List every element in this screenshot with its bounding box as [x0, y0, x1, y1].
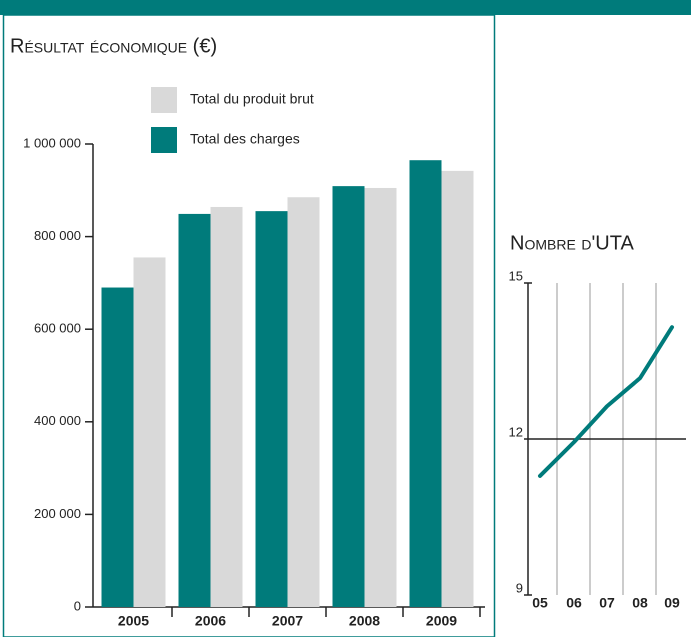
bar: [332, 186, 365, 607]
x-tick-label: 05: [532, 595, 548, 611]
y-tick-label: 400 000: [34, 413, 81, 428]
x-tick-label: 08: [632, 595, 648, 611]
y-tick-label: 0: [74, 598, 81, 613]
bar: [287, 197, 320, 607]
panel: [2, 14, 496, 637]
line: [538, 325, 674, 478]
bar: [364, 187, 397, 608]
bar: [441, 170, 474, 607]
x-tick-label: 06: [566, 595, 582, 611]
bar: [133, 257, 166, 607]
legend-label: Total des charges: [190, 131, 300, 147]
y-tick-label: 200 000: [34, 506, 81, 521]
x-tick-label: 09: [664, 595, 680, 611]
x-tick-label: 2006: [195, 613, 226, 629]
bar: [255, 211, 288, 607]
y-tick-label: 600 000: [34, 321, 81, 336]
x-tick-label: 2008: [349, 613, 380, 629]
chart-title: Nombre d'UTA: [510, 232, 634, 254]
legend-swatch: [151, 127, 177, 153]
legend-label: Total du produit brut: [190, 91, 314, 107]
y-tick-label: 800 000: [34, 228, 81, 243]
bar: [178, 213, 211, 607]
bar: [409, 160, 442, 607]
x-tick-label: 2007: [272, 613, 303, 629]
y-tick-label: 15: [509, 268, 523, 283]
y-tick-label: 1 000 000: [23, 135, 81, 150]
header-band: [0, 0, 691, 15]
chart-title: Résultat économique (€): [10, 35, 217, 57]
bar: [210, 206, 243, 607]
y-tick-label: 12: [509, 424, 523, 439]
bar: [101, 287, 134, 607]
x-tick-label: 2009: [426, 613, 457, 629]
x-tick-label: 2005: [118, 613, 149, 629]
x-tick-label: 07: [599, 595, 615, 611]
legend-swatch: [151, 87, 177, 113]
y-tick-label: 9: [516, 580, 523, 595]
